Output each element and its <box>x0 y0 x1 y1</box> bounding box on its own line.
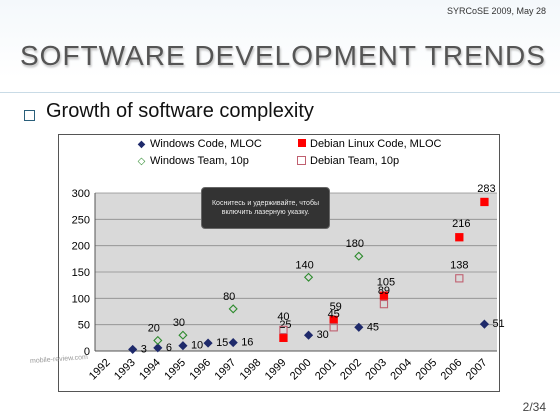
data-label: 16 <box>241 337 253 349</box>
legend-item-debian-team: Debian Team, 10p <box>296 155 399 167</box>
x-tick-label: 2006 <box>439 357 465 383</box>
y-tick-label: 300 <box>72 188 90 200</box>
x-tick-label: 2001 <box>313 357 339 383</box>
x-tick-label: 1994 <box>137 357 163 383</box>
legend-label: Debian Linux Code, MLOC <box>310 138 442 150</box>
data-point <box>354 251 364 261</box>
diamond-open-icon: ◇ <box>137 155 146 167</box>
data-label: 59 <box>330 301 342 313</box>
data-label: 283 <box>477 183 495 195</box>
data-label: 138 <box>450 259 468 271</box>
data-point <box>279 333 288 342</box>
data-label: 40 <box>277 311 289 323</box>
data-point <box>153 335 163 346</box>
data-point <box>128 344 138 354</box>
square-open-icon <box>296 155 307 167</box>
x-tick-label: 2002 <box>338 357 364 383</box>
data-label: 6 <box>166 342 172 354</box>
data-point <box>228 304 238 314</box>
square-filled-icon <box>296 138 307 150</box>
data-label: 25 <box>279 319 291 331</box>
diamond-filled-icon: ◆ <box>137 138 146 150</box>
data-label: 20 <box>148 322 160 334</box>
legend-item-debian-code: Debian Linux Code, MLOC <box>296 138 441 150</box>
y-tick-label: 250 <box>72 214 90 226</box>
laser-pointer-tooltip: Коснитесь и удерживайте, чтобы включить … <box>201 187 330 229</box>
y-tick-label: 200 <box>72 241 90 253</box>
data-label: 89 <box>378 285 390 297</box>
data-label: 80 <box>223 291 235 303</box>
legend-label: Windows Code, MLOC <box>150 138 262 150</box>
slide-title: Software Development Trends <box>20 40 546 71</box>
data-label: 51 <box>492 318 504 330</box>
x-tick-label: 2000 <box>288 357 314 383</box>
data-label: 3 <box>141 343 147 355</box>
x-tick-label: 2007 <box>464 357 490 383</box>
data-point <box>479 319 490 329</box>
page-number: 2/34 <box>522 400 546 414</box>
data-point <box>329 323 338 332</box>
data-label: 140 <box>295 259 313 271</box>
conference-label: SYRCoSE 2009, May 28 <box>446 6 546 16</box>
x-tick-label: 1999 <box>263 357 289 383</box>
data-label: 45 <box>328 308 340 320</box>
data-point <box>379 299 389 309</box>
data-point <box>379 291 389 300</box>
data-label: 45 <box>367 321 379 333</box>
data-label: 216 <box>452 218 470 230</box>
data-point <box>228 337 238 348</box>
data-label: 30 <box>317 329 329 341</box>
data-point <box>455 274 464 283</box>
x-tick-label: 1998 <box>238 357 264 383</box>
data-label: 30 <box>173 317 185 329</box>
bullet-text: Growth of software complexity <box>46 100 314 122</box>
x-tick-label: 1997 <box>213 357 239 383</box>
x-tick-label: 1992 <box>87 357 113 383</box>
legend-label: Windows Team, 10p <box>150 155 249 167</box>
y-tick-label: 50 <box>78 320 90 332</box>
data-point <box>480 197 489 207</box>
x-tick-label: 2004 <box>388 357 414 383</box>
data-point <box>203 338 213 348</box>
header-band <box>0 0 560 78</box>
legend-label: Debian Team, 10p <box>310 155 400 167</box>
y-tick-label: 150 <box>72 267 90 279</box>
data-point <box>455 233 464 242</box>
bullet-square-icon <box>24 110 35 121</box>
legend-item-windows-team: ◇ Windows Team, 10p <box>136 155 249 167</box>
data-point <box>178 341 188 351</box>
x-tick-label: 2005 <box>414 357 440 383</box>
data-point <box>279 325 288 335</box>
data-label: 105 <box>377 277 395 289</box>
data-point <box>303 330 314 340</box>
data-label: 15 <box>216 337 228 349</box>
x-tick-label: 1996 <box>187 357 213 383</box>
legend-item-windows-code: ◆ Windows Code, MLOC <box>136 138 262 150</box>
x-tick-label: 1993 <box>112 357 138 383</box>
y-tick-label: 0 <box>84 346 90 358</box>
data-label: 10 <box>191 340 203 352</box>
y-tick-label: 100 <box>72 293 90 305</box>
data-point <box>178 330 188 340</box>
data-point <box>354 322 364 332</box>
x-tick-label: 1995 <box>162 357 188 383</box>
x-tick-label: 2003 <box>363 357 389 383</box>
data-label: 180 <box>346 238 364 250</box>
data-point <box>153 343 163 353</box>
header-divider <box>0 92 560 93</box>
data-point <box>303 272 314 282</box>
